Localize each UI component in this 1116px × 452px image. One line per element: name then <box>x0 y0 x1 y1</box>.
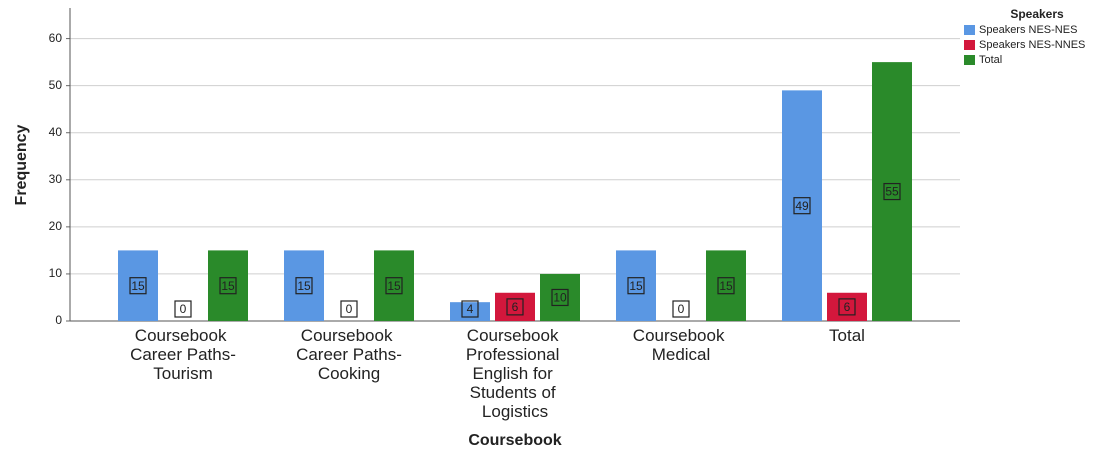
value-label-group: 6 <box>838 298 856 316</box>
bar <box>118 250 158 321</box>
value-label: 4 <box>467 302 474 316</box>
bar <box>540 273 580 321</box>
value-label-group: 15 <box>717 277 735 295</box>
value-label-box <box>174 300 192 318</box>
legend-label: Total <box>979 54 1002 66</box>
x-tick-label: Coursebook Medical <box>633 326 729 364</box>
value-label-group: 55 <box>883 182 901 201</box>
value-label-box <box>385 277 403 295</box>
legend-swatch <box>964 40 975 50</box>
bar <box>495 292 535 321</box>
bar <box>284 250 324 321</box>
value-label: 15 <box>629 279 643 293</box>
value-label-group: 0 <box>340 300 358 318</box>
bar <box>706 250 746 321</box>
bar <box>374 250 414 321</box>
bar <box>450 302 490 321</box>
x-axis-title: Coursebook <box>468 432 561 449</box>
value-label-group: 15 <box>129 277 147 295</box>
y-tick-label: 50 <box>49 78 63 92</box>
value-label: 6 <box>844 300 851 314</box>
value-label-box <box>793 197 811 215</box>
bar <box>208 250 248 321</box>
y-tick-label: 60 <box>49 31 63 45</box>
value-label-box <box>838 298 856 316</box>
value-label: 10 <box>553 291 567 305</box>
y-tick-label: 0 <box>55 313 62 327</box>
bar <box>616 250 656 321</box>
x-tick-label: Total <box>829 326 865 345</box>
value-label-group: 49 <box>793 197 811 215</box>
bar <box>827 292 867 321</box>
value-label-group: 0 <box>174 300 192 318</box>
y-tick-label: 30 <box>49 172 63 186</box>
x-tick-label: Coursebook Professional English for Stud… <box>466 326 564 421</box>
value-label-box <box>129 277 147 295</box>
value-label: 49 <box>795 199 809 213</box>
legend-label: Speakers NES-NES <box>979 24 1077 36</box>
value-label-group: 4 <box>461 300 479 318</box>
value-label-box <box>717 277 735 295</box>
legend-label: Speakers NES-NNES <box>979 39 1085 51</box>
value-label-box <box>295 277 313 295</box>
value-label-group: 6 <box>506 298 524 316</box>
y-axis-title: Frequency <box>13 124 30 205</box>
x-tick-label: Coursebook Career Paths-Tourism <box>130 326 236 383</box>
y-tick-label: 40 <box>49 125 63 139</box>
value-label: 6 <box>512 300 519 314</box>
value-label: 15 <box>297 279 311 293</box>
value-label-group: 15 <box>385 277 403 295</box>
value-label-box <box>219 277 237 295</box>
value-label-box <box>672 300 690 318</box>
value-label-group: 0 <box>672 300 690 318</box>
value-label: 55 <box>885 185 899 199</box>
x-tick-label: Coursebook Career Paths-Cooking <box>296 326 402 383</box>
value-label-group: 15 <box>295 277 313 295</box>
legend-swatch <box>964 55 975 65</box>
value-label-box <box>627 277 645 295</box>
value-label: 15 <box>387 279 401 293</box>
value-label-group: 10 <box>551 288 569 307</box>
y-tick-label: 20 <box>49 219 63 233</box>
value-label: 15 <box>131 279 145 293</box>
value-label-box <box>551 288 569 307</box>
value-label: 0 <box>346 302 353 316</box>
value-label-box <box>506 298 524 316</box>
value-label-box <box>461 300 479 318</box>
value-label-box <box>883 182 901 201</box>
value-label: 15 <box>719 279 733 293</box>
legend-swatch <box>964 25 975 35</box>
bar <box>872 62 912 322</box>
y-tick-label: 10 <box>49 266 63 280</box>
value-label-box <box>340 300 358 318</box>
value-label-group: 15 <box>219 277 237 295</box>
value-label: 15 <box>221 279 235 293</box>
legend-title: Speakers <box>1010 7 1064 21</box>
value-label-group: 15 <box>627 277 645 295</box>
value-label: 0 <box>678 302 685 316</box>
bar <box>782 90 822 321</box>
value-label: 0 <box>180 302 187 316</box>
